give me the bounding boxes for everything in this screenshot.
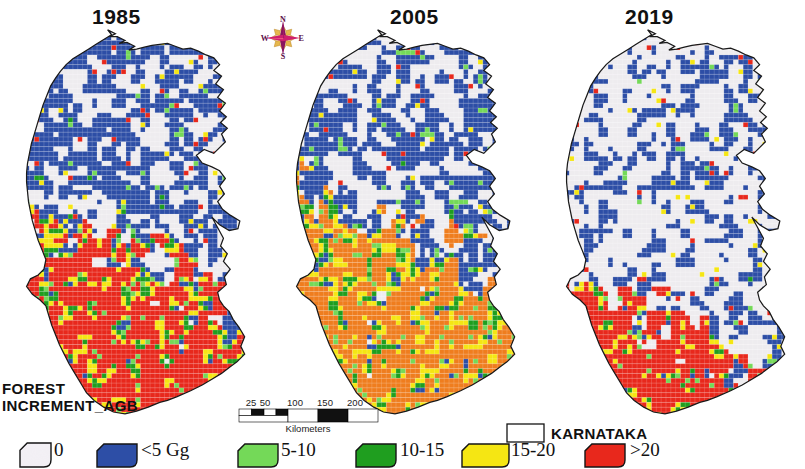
svg-text:25: 25 xyxy=(246,397,257,408)
svg-text:50: 50 xyxy=(260,397,271,408)
svg-text:150: 150 xyxy=(317,397,333,408)
svg-text:E: E xyxy=(298,34,303,43)
svg-text:200: 200 xyxy=(347,397,363,408)
svg-text:Kilometers: Kilometers xyxy=(286,423,331,434)
svg-text:W: W xyxy=(261,34,269,43)
svg-text:100: 100 xyxy=(287,397,303,408)
svg-text:S: S xyxy=(281,52,286,61)
svg-text:N: N xyxy=(280,15,286,24)
